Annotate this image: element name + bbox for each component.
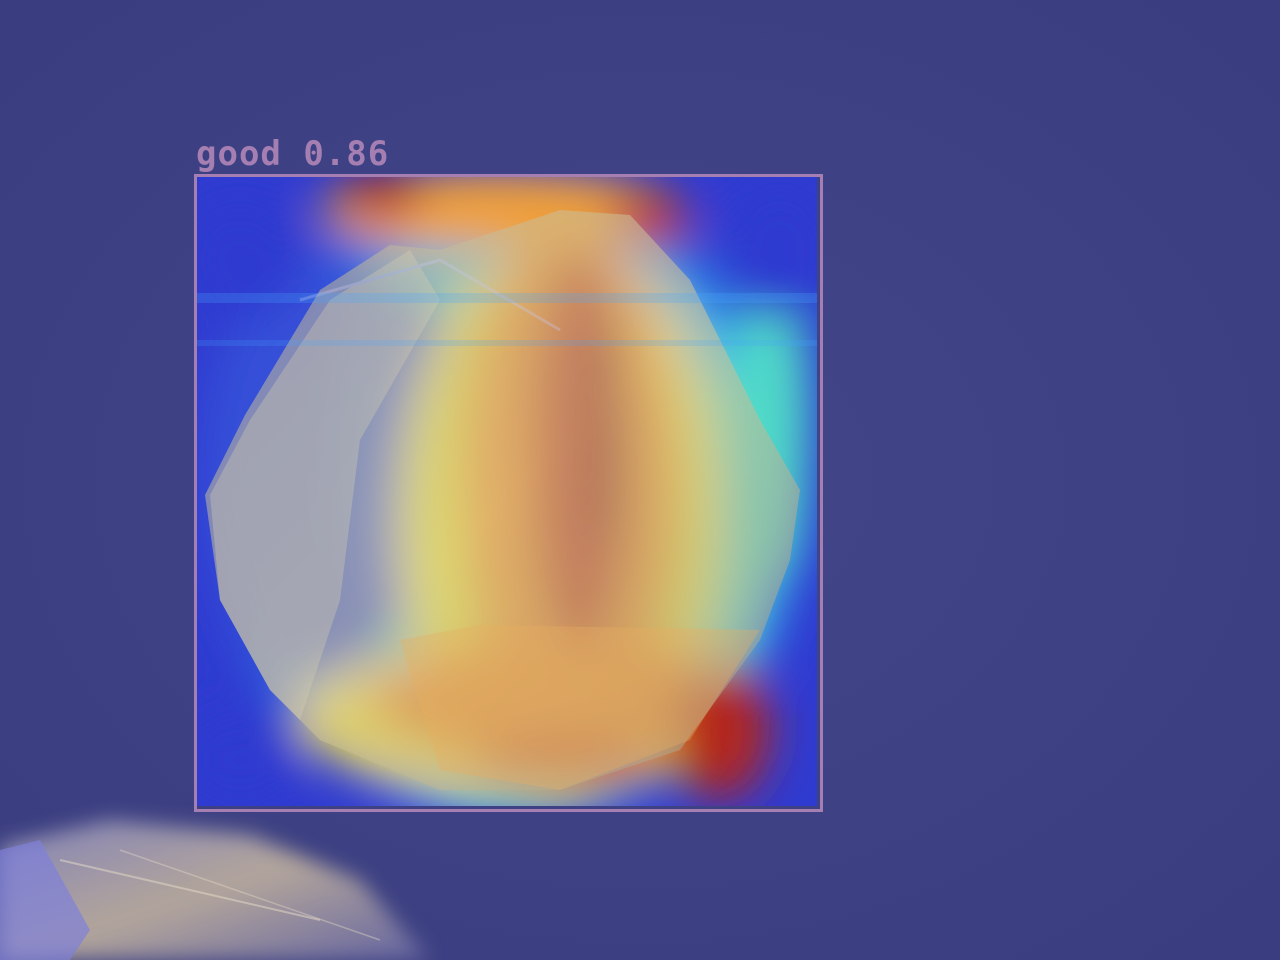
- partial-crystal: [0, 820, 430, 960]
- detection-bounding-box: [194, 174, 823, 812]
- crystal: [205, 210, 800, 790]
- detection-label: good 0.86: [196, 134, 390, 174]
- heatmap-overlay: [197, 177, 817, 806]
